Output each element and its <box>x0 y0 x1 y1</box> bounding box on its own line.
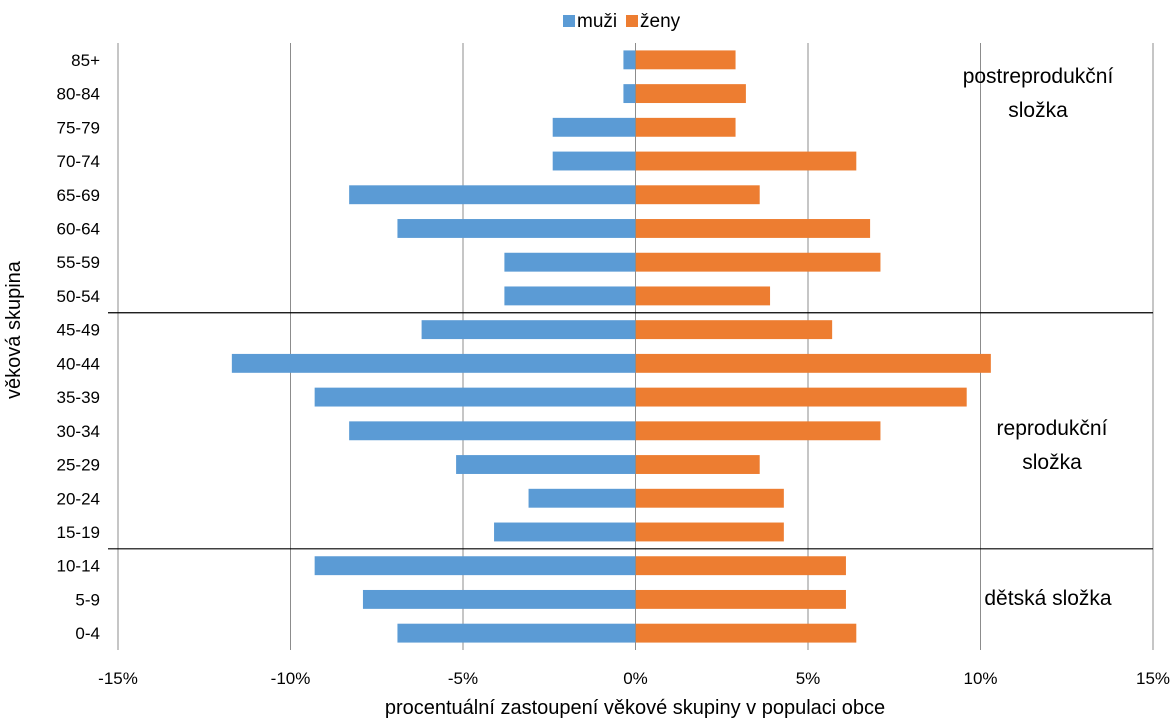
bar-male-75-79 <box>552 117 636 137</box>
bar-male-45-49 <box>421 320 636 340</box>
bar-male-30-34 <box>349 421 636 441</box>
y-tick-label-20-24: 20-24 <box>57 489 100 508</box>
annotation-reproductive-line-1: složka <box>1022 451 1082 474</box>
bar-male-5-9 <box>362 589 636 609</box>
bar-female-25-29 <box>635 455 760 474</box>
bar-female-30-34 <box>635 421 881 441</box>
bar-female-0-4 <box>635 623 857 643</box>
y-tick-label-30-34: 30-34 <box>57 422 100 441</box>
annotation-children-line-0: dětská složka <box>984 587 1112 610</box>
bar-male-55-59 <box>504 252 636 272</box>
y-axis-title: věková skupina <box>3 260 25 399</box>
bar-male-80-84 <box>623 84 636 104</box>
y-tick-label-15-19: 15-19 <box>57 523 100 542</box>
x-tick-label-1: -10% <box>271 669 311 688</box>
bar-female-40-44 <box>635 353 991 373</box>
x-tick-label-0: -15% <box>98 669 138 688</box>
y-tick-label-65-69: 65-69 <box>57 186 100 205</box>
bar-female-80-84 <box>635 84 746 104</box>
bar-male-25-29 <box>456 455 636 474</box>
bar-female-70-74 <box>635 151 857 171</box>
y-tick-label-55-59: 55-59 <box>57 253 100 272</box>
bar-female-10-14 <box>635 556 846 576</box>
y-tick-label-85+: 85+ <box>71 51 100 70</box>
x-tick-label-4: 5% <box>796 669 821 688</box>
bar-female-5-9 <box>635 589 846 609</box>
bar-male-15-19 <box>494 522 636 542</box>
bar-male-0-4 <box>397 623 636 643</box>
y-tick-label-70-74: 70-74 <box>57 152 100 171</box>
bar-male-10-14 <box>314 556 636 576</box>
x-tick-label-5: 10% <box>963 669 997 688</box>
y-tick-label-45-49: 45-49 <box>57 321 100 340</box>
bar-male-35-39 <box>314 387 636 407</box>
bar-female-60-64 <box>635 219 871 238</box>
bar-female-50-54 <box>635 286 771 306</box>
x-tick-label-6: 15% <box>1136 669 1170 688</box>
bar-female-75-79 <box>635 117 736 137</box>
bar-male-20-24 <box>528 488 636 508</box>
legend-swatch-female <box>626 15 638 27</box>
x-tick-label-2: -5% <box>448 669 478 688</box>
y-tick-label-75-79: 75-79 <box>57 118 100 137</box>
bar-male-50-54 <box>504 286 636 306</box>
bar-male-40-44 <box>231 353 636 373</box>
legend-swatch-male <box>563 15 575 27</box>
y-tick-label-10-14: 10-14 <box>57 557 100 576</box>
bar-female-85+ <box>635 50 736 70</box>
x-axis-title: procentuální zastoupení věkové skupiny v… <box>385 697 885 718</box>
annotation-postreproductive-line-0: postreprodukční <box>963 65 1114 88</box>
bar-female-45-49 <box>635 320 833 340</box>
bar-female-20-24 <box>635 488 784 508</box>
bar-female-35-39 <box>635 387 967 407</box>
legend-label-female: ženy <box>640 11 681 32</box>
y-tick-label-25-29: 25-29 <box>57 456 100 475</box>
bar-male-65-69 <box>349 185 636 205</box>
bar-male-60-64 <box>397 219 636 238</box>
y-tick-label-50-54: 50-54 <box>57 287 100 306</box>
y-tick-label-5-9: 5-9 <box>75 590 100 609</box>
x-tick-label-3: 0% <box>623 669 648 688</box>
y-tick-label-60-64: 60-64 <box>57 219 100 238</box>
bar-female-65-69 <box>635 185 760 205</box>
annotation-reproductive-line-0: reprodukční <box>997 417 1108 440</box>
y-tick-label-80-84: 80-84 <box>57 85 100 104</box>
annotation-postreproductive-line-1: složka <box>1008 99 1068 122</box>
bar-male-85+ <box>623 50 636 70</box>
y-tick-label-35-39: 35-39 <box>57 388 100 407</box>
bar-female-15-19 <box>635 522 784 542</box>
y-tick-label-40-44: 40-44 <box>57 354 100 373</box>
bar-male-70-74 <box>552 151 636 171</box>
legend-label-male: muži <box>577 11 617 32</box>
bar-female-55-59 <box>635 252 881 272</box>
y-tick-label-0-4: 0-4 <box>75 624 100 643</box>
